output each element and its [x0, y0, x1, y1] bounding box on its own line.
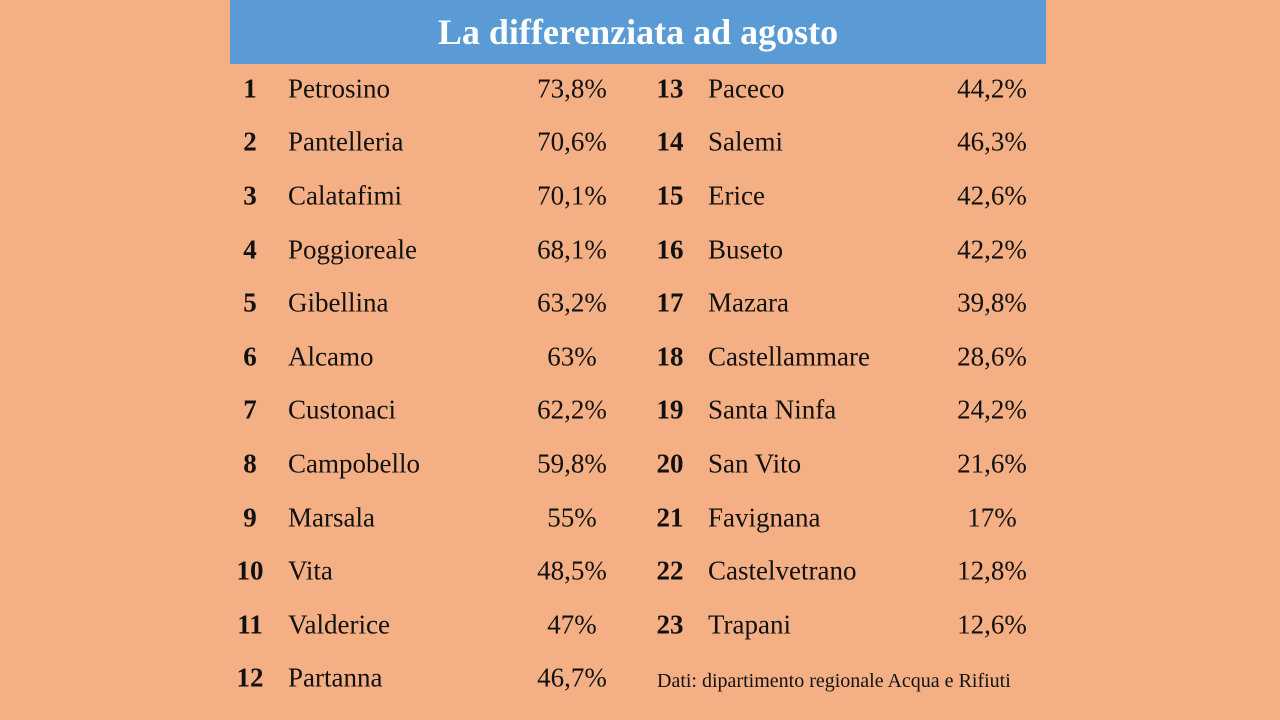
percentage-value: 73,8% — [537, 73, 607, 104]
rank-number: 19 — [656, 394, 684, 425]
ranking-column-right: 13 Paceco 44,2% 14 Salemi 46,3% 15 Erice 42,6%… — [650, 62, 1050, 652]
ranking-row: 16 Buseto 42,2% — [650, 223, 1050, 277]
ranking-row: 3 Calatafimi 70,1% — [230, 169, 630, 223]
ranking-row: 22 Castelvetrano 12,8% — [650, 544, 1050, 598]
rank-number: 17 — [656, 287, 684, 318]
percentage-value: 17% — [967, 502, 1017, 533]
percentage-value: 68,1% — [537, 234, 607, 265]
rank-number: 11 — [237, 609, 263, 640]
rank-number: 10 — [236, 555, 264, 586]
ranking-row: 6 Alcamo 63% — [230, 330, 630, 384]
ranking-row: 23 Trapani 12,6% — [650, 598, 1050, 652]
municipality-name: Santa Ninfa — [708, 394, 837, 425]
percentage-value: 47% — [547, 609, 597, 640]
municipality-name: Poggioreale — [288, 234, 417, 265]
rank-number: 20 — [656, 448, 684, 479]
page-title: La differenziata ad agosto — [437, 12, 839, 52]
percentage-value: 46,3% — [957, 126, 1027, 157]
title-bar: La differenziata ad agosto — [230, 0, 1046, 64]
ranking-row: 5 Gibellina 63,2% — [230, 276, 630, 330]
municipality-name: Mazara — [708, 287, 789, 318]
percentage-value: 42,6% — [957, 180, 1027, 211]
ranking-row: 10 Vita 48,5% — [230, 544, 630, 598]
percentage-value: 59,8% — [537, 448, 607, 479]
municipality-name: Valderice — [288, 609, 390, 640]
ranking-row: 4 Poggioreale 68,1% — [230, 223, 630, 277]
ranking-row: 8 Campobello 59,8% — [230, 437, 630, 491]
rank-number: 14 — [656, 126, 684, 157]
percentage-value: 46,7% — [537, 662, 607, 693]
municipality-name: Favignana — [708, 502, 821, 533]
municipality-name: Trapani — [708, 609, 792, 640]
rank-number: 18 — [656, 341, 684, 372]
rank-number: 8 — [243, 448, 257, 479]
ranking-row: 19 Santa Ninfa 24,2% — [650, 384, 1050, 438]
source-note: Dati: dipartimento regionale Acqua e Rif… — [657, 670, 1011, 692]
municipality-name: Partanna — [288, 662, 383, 693]
rank-number: 6 — [243, 341, 257, 372]
percentage-value: 44,2% — [957, 73, 1027, 104]
municipality-name: Calatafimi — [288, 180, 402, 211]
rank-number: 13 — [656, 73, 684, 104]
percentage-value: 28,6% — [957, 341, 1027, 372]
ranking-row: 7 Custonaci 62,2% — [230, 384, 630, 438]
municipality-name: Pantelleria — [288, 126, 404, 157]
rank-number: 4 — [243, 234, 257, 265]
municipality-name: Castelvetrano — [708, 555, 857, 586]
percentage-value: 63% — [547, 341, 597, 372]
municipality-name: Buseto — [708, 234, 784, 265]
municipality-name: Custonaci — [288, 394, 396, 425]
municipality-name: Alcamo — [288, 341, 374, 372]
municipality-name: Marsala — [288, 502, 375, 533]
rank-number: 15 — [656, 180, 684, 211]
ranking-row: 9 Marsala 55% — [230, 491, 630, 545]
municipality-name: Erice — [708, 180, 765, 211]
percentage-value: 12,8% — [957, 555, 1027, 586]
rank-number: 12 — [236, 662, 264, 693]
municipality-name: Campobello — [288, 448, 420, 479]
ranking-row: 21 Favignana 17% — [650, 491, 1050, 545]
rank-number: 16 — [656, 234, 684, 265]
ranking-row: 14 Salemi 46,3% — [650, 116, 1050, 170]
ranking-row: 17 Mazara 39,8% — [650, 276, 1050, 330]
percentage-value: 39,8% — [957, 287, 1027, 318]
rank-number: 21 — [656, 502, 684, 533]
rank-number: 5 — [243, 287, 257, 318]
percentage-value: 70,6% — [537, 126, 607, 157]
rank-number: 3 — [243, 180, 257, 211]
municipality-name: San Vito — [708, 448, 802, 479]
municipality-name: Castellammare — [708, 341, 870, 372]
municipality-name: Vita — [288, 555, 333, 586]
percentage-value: 42,2% — [957, 234, 1027, 265]
rank-number: 7 — [243, 394, 257, 425]
ranking-row: 1 Petrosino 73,8% — [230, 62, 630, 116]
percentage-value: 55% — [547, 502, 597, 533]
percentage-value: 48,5% — [537, 555, 607, 586]
ranking-row: 11 Valderice 47% — [230, 598, 630, 652]
municipality-name: Paceco — [708, 73, 785, 104]
ranking-row: 20 San Vito 21,6% — [650, 437, 1050, 491]
percentage-value: 62,2% — [537, 394, 607, 425]
municipality-name: Gibellina — [288, 287, 389, 318]
ranking-row: 13 Paceco 44,2% — [650, 62, 1050, 116]
municipality-name: Salemi — [708, 126, 783, 157]
ranking-row: 15 Erice 42,6% — [650, 169, 1050, 223]
ranking-row: 2 Pantelleria 70,6% — [230, 116, 630, 170]
rank-number: 1 — [243, 73, 257, 104]
percentage-value: 70,1% — [537, 180, 607, 211]
rank-number: 2 — [243, 126, 257, 157]
ranking-column-left: 1 Petrosino 73,8% 2 Pantelleria 70,6% 3 Calat… — [230, 62, 630, 705]
rank-number: 23 — [656, 609, 684, 640]
percentage-value: 24,2% — [957, 394, 1027, 425]
percentage-value: 12,6% — [957, 609, 1027, 640]
percentage-value: 21,6% — [957, 448, 1027, 479]
percentage-value: 63,2% — [537, 287, 607, 318]
ranking-row: 18 Castellammare 28,6% — [650, 330, 1050, 384]
rank-number: 22 — [656, 555, 684, 586]
ranking-row: 12 Partanna 46,7% — [230, 652, 630, 706]
municipality-name: Petrosino — [288, 73, 391, 104]
rank-number: 9 — [243, 502, 257, 533]
